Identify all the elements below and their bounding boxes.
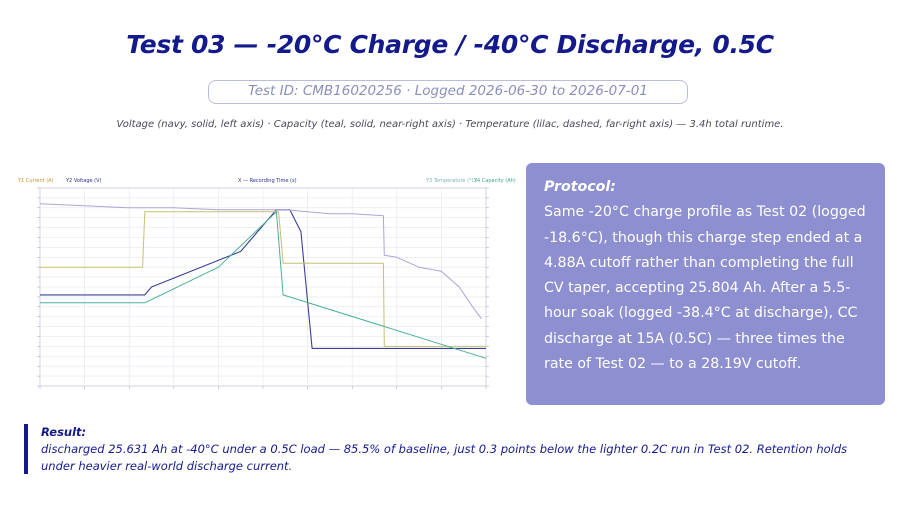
legend-y4-capacity: Y4 Capacity (Ah) bbox=[473, 178, 516, 184]
legend-y3-temperature: Y3 Temperature (°C) bbox=[425, 178, 477, 184]
result-panel: Result: discharged 25.631 Ah at -40°C un… bbox=[24, 424, 884, 474]
test-chart-svg: Y1 Current (A) Y2 Voltage (V) X — Record… bbox=[17, 178, 516, 389]
legend-y2-voltage: Y2 Voltage (V) bbox=[65, 178, 102, 184]
series-line-capacity bbox=[40, 211, 487, 359]
chart-caption: Voltage (navy, solid, left axis) · Capac… bbox=[116, 119, 784, 130]
protocol-panel: Protocol: Same -20°C charge profile as T… bbox=[526, 163, 885, 405]
series-line-temperature bbox=[39, 203, 482, 319]
legend-y1-current: Y1 Current (A) bbox=[17, 178, 54, 184]
plot-area bbox=[37, 187, 489, 389]
result-text: discharged 25.631 Ah at -40°C under a 0.… bbox=[41, 442, 848, 473]
test-chart: Y1 Current (A) Y2 Voltage (V) X — Record… bbox=[16, 172, 516, 402]
series-line-current bbox=[40, 211, 486, 347]
legend-x-recording-time: X — Recording Time (s) bbox=[238, 178, 297, 184]
protocol-text: Same -20°C charge profile as Test 02 (lo… bbox=[544, 204, 866, 373]
test-id-badge: Test ID: CMB16020256 · Logged 2026-06-30… bbox=[208, 80, 688, 104]
slide-title: Test 03 — -20°C Charge / -40°C Discharge… bbox=[126, 30, 774, 59]
protocol-heading: Protocol: bbox=[544, 179, 616, 195]
result-heading: Result: bbox=[41, 425, 87, 439]
